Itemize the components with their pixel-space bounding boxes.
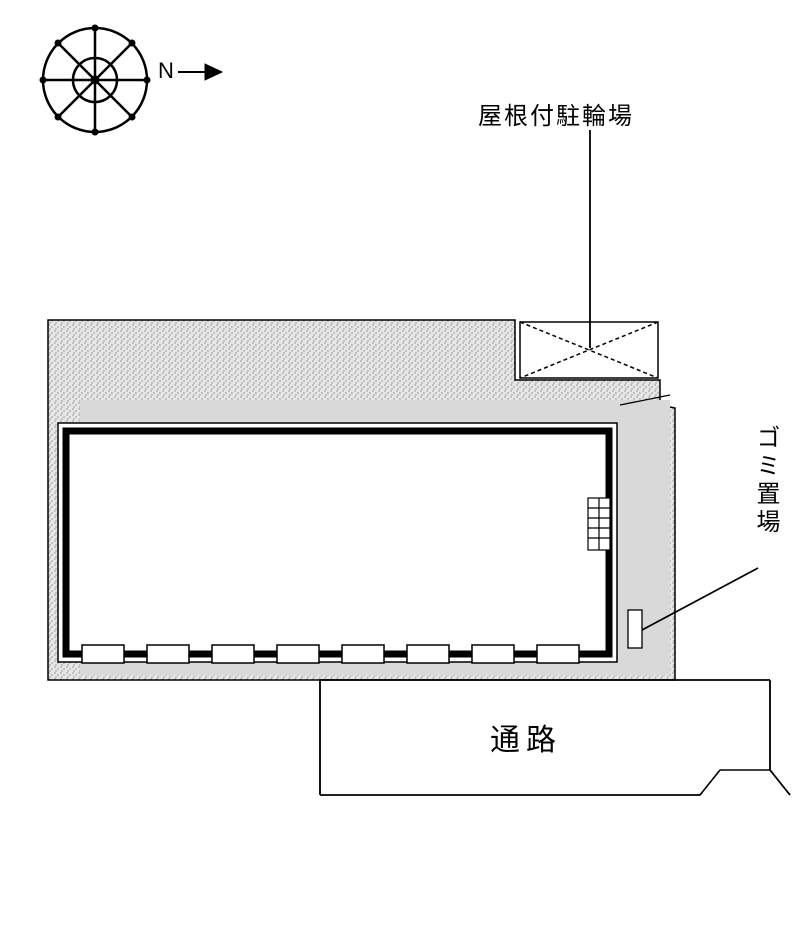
bike-parking-label: 屋根付駐輪場 <box>478 96 634 131</box>
compass-north-label: N <box>158 58 174 84</box>
building-wall <box>66 431 609 654</box>
plan-svg <box>0 0 800 937</box>
garbage-label: ゴミ置場 <box>748 425 783 537</box>
bike-parking-area <box>520 322 658 378</box>
garbage-box <box>628 610 642 648</box>
site-plan-diagram: N 屋根付駐輪場 ゴミ置場 通路 <box>0 0 800 937</box>
stairs-icon <box>588 498 610 550</box>
passage-label: 通路 <box>490 715 562 759</box>
compass-icon <box>40 25 222 135</box>
